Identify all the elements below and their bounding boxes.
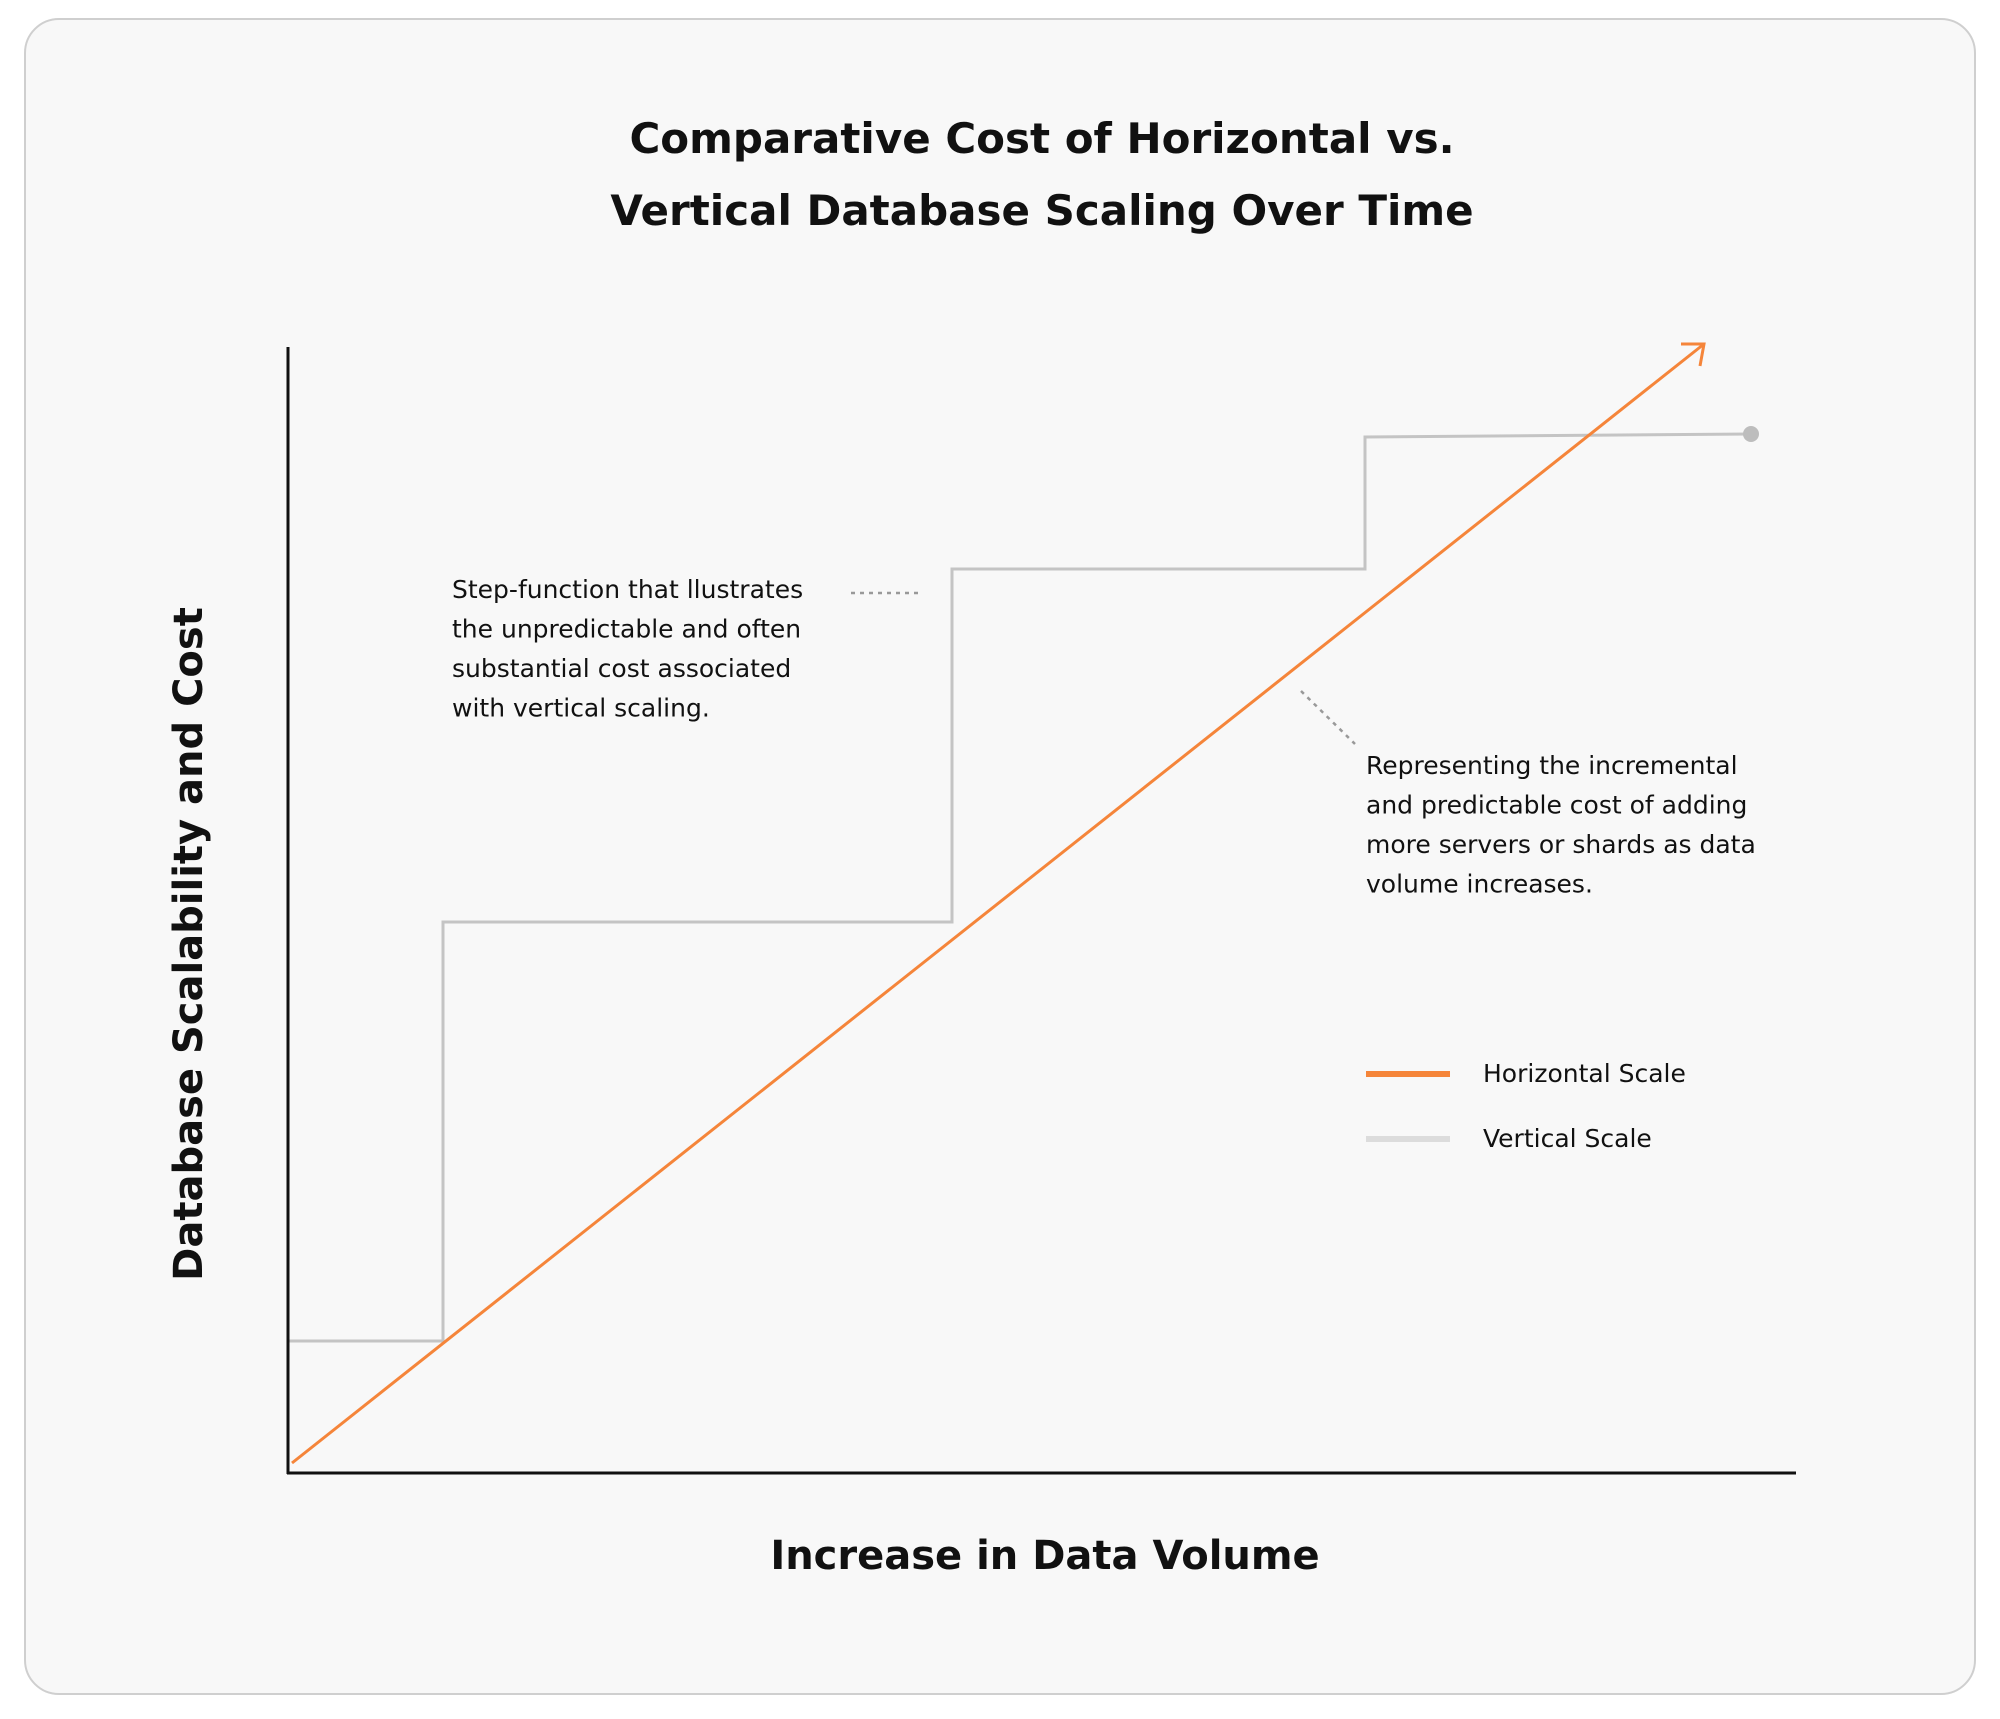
- title-line: Vertical Database Scaling Over Time: [610, 186, 1473, 235]
- line-end-dot: [1743, 426, 1759, 442]
- x-axis-label: Increase in Data Volume: [770, 1533, 1319, 1579]
- annotation-line: substantial cost associated: [452, 654, 791, 683]
- vertical-scale-line: [288, 432, 1752, 1343]
- annotation-line: volume increases.: [1366, 870, 1593, 899]
- annotation-line: the unpredictable and often: [452, 615, 801, 644]
- horizontal-scale-line: [291, 342, 1705, 1465]
- legend-label: Horizontal Scale: [1483, 1059, 1686, 1088]
- annotation-line: more servers or shards as data: [1366, 830, 1756, 859]
- card: [24, 18, 1976, 1695]
- annotation-line: Representing the incremental: [1366, 751, 1738, 780]
- annotation-leader: [1300, 690, 1356, 745]
- annotation-line: and predictable cost of adding: [1366, 791, 1747, 820]
- arrow-head: [1681, 342, 1706, 367]
- annotation-line: Step-function that llustrates: [452, 575, 803, 604]
- legend-label: Vertical Scale: [1483, 1124, 1652, 1153]
- annotation: Representing the incremental and predicta…: [1366, 751, 1756, 899]
- title-line: Comparative Cost of Horizontal vs.: [629, 114, 1454, 163]
- annotation-line: with vertical scaling.: [452, 694, 710, 723]
- annotation: Step-function that llustrates the unpredi…: [452, 575, 803, 723]
- y-axis-label: Database Scalability and Cost: [166, 607, 212, 1281]
